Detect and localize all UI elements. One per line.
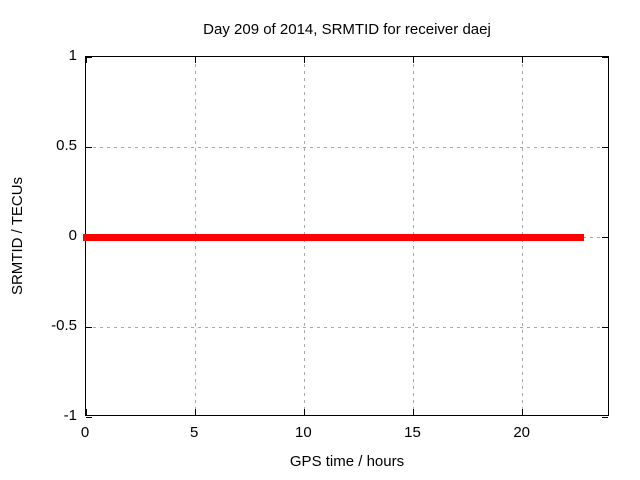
x-tick-mark-bottom: [194, 409, 196, 415]
x-axis-label: GPS time / hours: [289, 453, 405, 470]
chart-title: Day 209 of 2014, SRMTID for receiver dae…: [203, 21, 491, 38]
y-tick-label: 0.5: [56, 137, 77, 154]
y-tick-mark-right: [602, 146, 608, 148]
y-tick-mark-right: [602, 416, 608, 418]
x-tick-label: 0: [80, 424, 90, 441]
y-tick-label: 0: [68, 227, 77, 244]
y-tick-label: -0.5: [51, 317, 77, 334]
x-tick-mark-bottom: [303, 409, 305, 415]
x-tick-mark-bottom: [413, 409, 414, 415]
y-tick-mark-right: [602, 236, 608, 238]
x-tick-mark-top: [85, 57, 87, 63]
data-series-line: [83, 233, 584, 241]
y-tick-label: -1: [63, 407, 77, 424]
y-gridline: [86, 146, 608, 148]
y-gridline: [86, 326, 608, 328]
y-tick-mark-left: [86, 146, 92, 148]
x-tick-label: 20: [513, 424, 530, 441]
y-tick-mark-right: [602, 56, 608, 58]
plot-area: [83, 56, 609, 418]
x-tick-mark-bottom: [522, 409, 524, 415]
x-tick-label: 10: [294, 424, 312, 441]
y-tick-label: 1: [68, 47, 77, 64]
x-tick-label: 15: [404, 424, 421, 441]
y-tick-mark-left: [86, 326, 92, 328]
x-tick-mark-top: [522, 57, 524, 63]
y-tick-mark-left: [86, 416, 92, 418]
x-tick-label: 5: [189, 424, 199, 441]
x-tick-mark-top: [194, 57, 196, 63]
x-tick-mark-bottom: [85, 409, 87, 415]
y-tick-mark-left: [86, 56, 92, 58]
y-tick-mark-right: [602, 326, 608, 328]
x-tick-mark-top: [413, 57, 414, 63]
x-tick-mark-top: [303, 57, 305, 63]
